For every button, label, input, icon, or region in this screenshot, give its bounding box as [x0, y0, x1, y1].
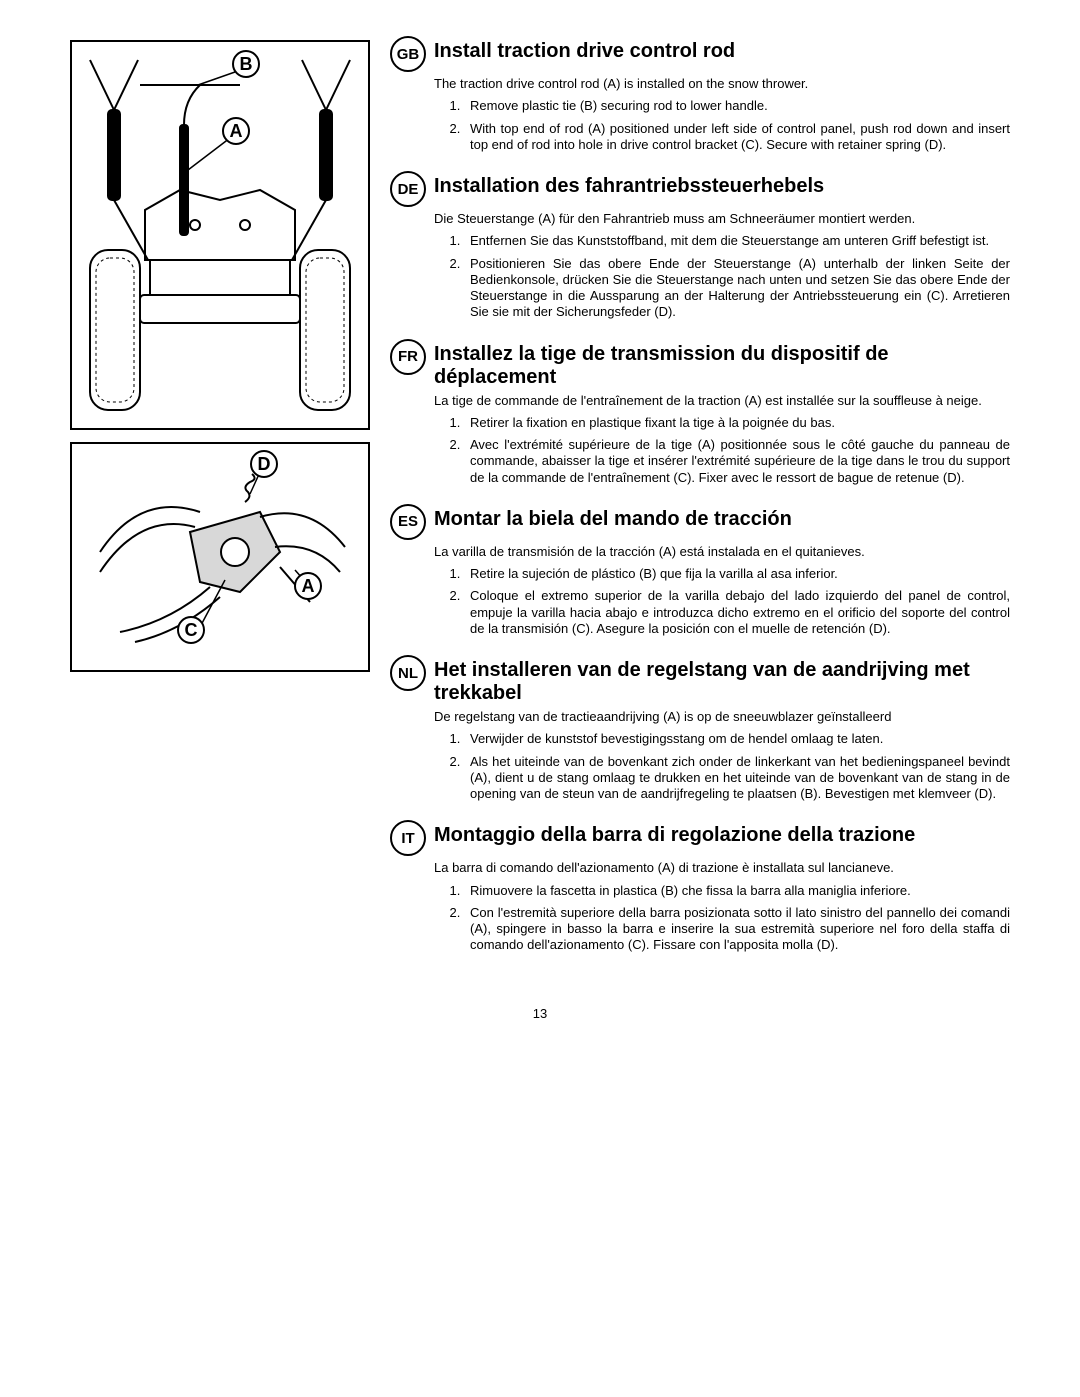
steps-fr: Retirer la fixation en plastique fixant … [434, 415, 1010, 486]
lang-badge-gb: GB [390, 36, 426, 72]
callout-c: C [177, 616, 205, 644]
title-de: Installation des fahrantriebssteuerhebel… [434, 175, 824, 198]
steps-de: Entfernen Sie das Kunststoffband, mit de… [434, 233, 1010, 320]
figure-column: B A [70, 40, 370, 976]
lang-badge-fr: FR [390, 339, 426, 375]
step: Coloque el extremo superior de la varill… [464, 588, 1010, 637]
title-nl: Het installeren van de regelstang van de… [434, 659, 1010, 705]
callout-a2: A [294, 572, 322, 600]
section-es: ES Montar la biela del mando de tracción… [390, 508, 1010, 637]
step: Retirer la fixation en plastique fixant … [464, 415, 1010, 431]
callout-d: D [250, 450, 278, 478]
section-gb: GB Install traction drive control rod Th… [390, 40, 1010, 153]
intro-es: La varilla de transmisión de la tracción… [434, 544, 1010, 560]
lang-badge-de: DE [390, 171, 426, 207]
steps-it: Rimuovere la fascetta in plastica (B) ch… [434, 883, 1010, 954]
text-column: GB Install traction drive control rod Th… [390, 40, 1010, 976]
figure-2: D A C [70, 442, 370, 672]
section-it: IT Montaggio della barra di regolazione … [390, 824, 1010, 953]
title-gb: Install traction drive control rod [434, 40, 735, 63]
figure-2-svg [80, 452, 360, 662]
figure-1: B A [70, 40, 370, 430]
page-layout: B A [70, 40, 1010, 976]
section-nl: NL Het installeren van de regelstang van… [390, 659, 1010, 802]
step: Con l'estremità superiore della barra po… [464, 905, 1010, 954]
step: Positionieren Sie das obere Ende der Ste… [464, 256, 1010, 321]
step: Rimuovere la fascetta in plastica (B) ch… [464, 883, 1010, 899]
intro-de: Die Steuerstange (A) für den Fahrantrieb… [434, 211, 1010, 227]
callout-a: A [222, 117, 250, 145]
callout-b: B [232, 50, 260, 78]
title-it: Montaggio della barra di regolazione del… [434, 824, 915, 847]
intro-nl: De regelstang van de tractieaandrijving … [434, 709, 1010, 725]
steps-gb: Remove plastic tie (B) securing rod to l… [434, 98, 1010, 153]
lang-badge-nl: NL [390, 655, 426, 691]
steps-nl: Verwijder de kunststof bevestigingsstang… [434, 731, 1010, 802]
steps-es: Retire la sujeción de plástico (B) que f… [434, 566, 1010, 637]
intro-fr: La tige de commande de l'entraînement de… [434, 393, 1010, 409]
step: Als het uiteinde van de bovenkant zich o… [464, 754, 1010, 803]
step: Entfernen Sie das Kunststoffband, mit de… [464, 233, 1010, 249]
step: With top end of rod (A) positioned under… [464, 121, 1010, 154]
figure-1-svg [80, 50, 360, 420]
section-de: DE Installation des fahrantriebssteuerhe… [390, 175, 1010, 321]
lang-badge-it: IT [390, 820, 426, 856]
title-fr: Installez la tige de transmission du dis… [434, 343, 1010, 389]
title-es: Montar la biela del mando de tracción [434, 508, 792, 531]
step: Retire la sujeción de plástico (B) que f… [464, 566, 1010, 582]
page-number: 13 [70, 1006, 1010, 1021]
intro-it: La barra di comando dell'azionamento (A)… [434, 860, 1010, 876]
lang-badge-es: ES [390, 504, 426, 540]
section-fr: FR Installez la tige de transmission du … [390, 343, 1010, 486]
step: Avec l'extrémité supérieure de la tige (… [464, 437, 1010, 486]
intro-gb: The traction drive control rod (A) is in… [434, 76, 1010, 92]
step: Verwijder de kunststof bevestigingsstang… [464, 731, 1010, 747]
step: Remove plastic tie (B) securing rod to l… [464, 98, 1010, 114]
